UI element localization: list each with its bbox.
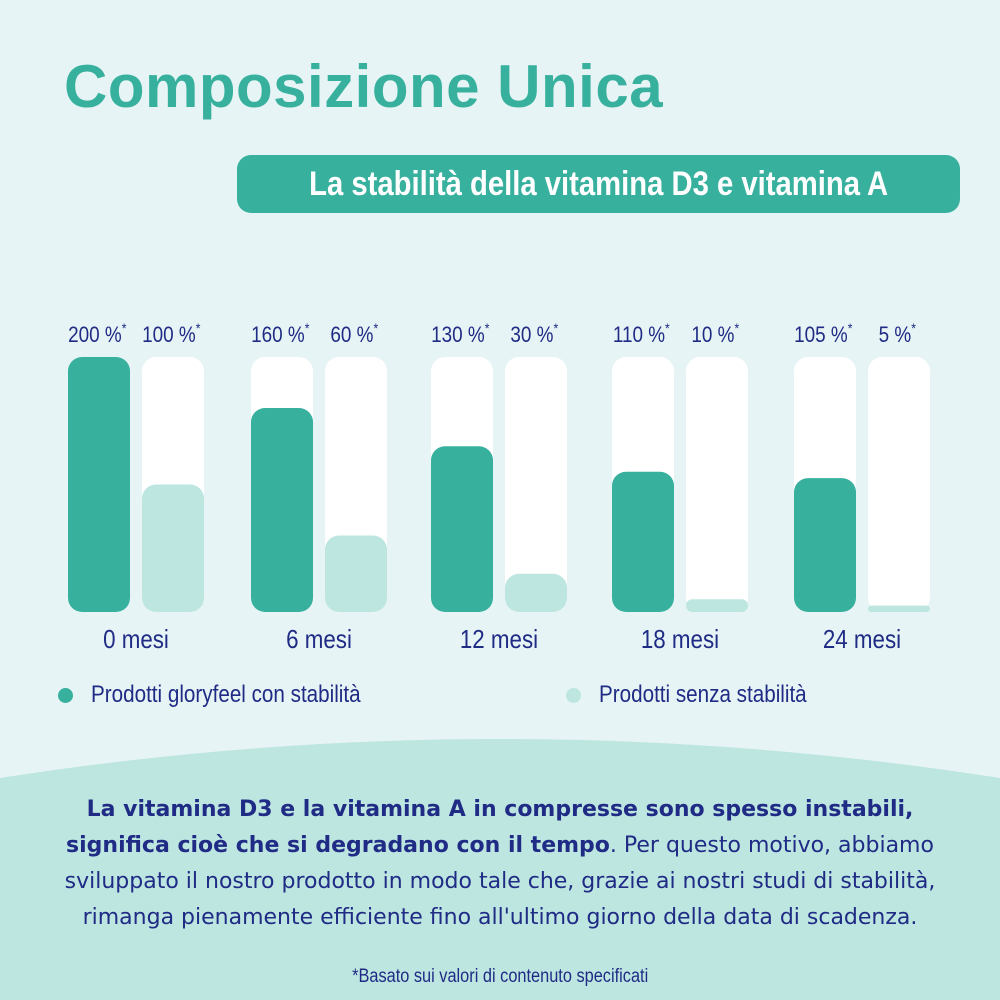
- category-label: 0 mesi: [103, 625, 169, 654]
- subtitle-text: La stabilità della vitamina D3 e vitamin…: [308, 165, 889, 203]
- bar-value-label: 105 %*: [794, 320, 852, 347]
- info-panel-background: [0, 739, 1000, 1000]
- bar-track: [868, 357, 930, 612]
- legend-label-stable: Prodotti gloryfeel con stabilità: [91, 681, 361, 708]
- bar-value-label: 200 %*: [68, 320, 126, 347]
- bar-value-label: 10 %*: [691, 320, 739, 347]
- bar-unstable: [505, 573, 567, 612]
- description-text: La vitamina D3 e la vitamina A in compre…: [40, 792, 960, 936]
- bar-unstable: [325, 535, 387, 612]
- info-panel: La vitamina D3 e la vitamina A in compre…: [0, 730, 1000, 1000]
- bar-unstable: [142, 484, 204, 612]
- legend-dot-unstable: [566, 687, 581, 703]
- bar-stable: [794, 478, 856, 612]
- category-label: 18 mesi: [641, 625, 719, 654]
- subtitle-banner: La stabilità della vitamina D3 e vitamin…: [237, 155, 960, 213]
- bar-stable: [251, 408, 313, 612]
- bar-value-label: 160 %*: [251, 320, 309, 347]
- bar-stable: [612, 471, 674, 612]
- bar-track: [686, 357, 748, 612]
- stability-bar-chart: 200 %* 100 %* 0 mesi 160 %* 60 %* 6 mesi 130 %…: [68, 320, 930, 654]
- bar-value-label: 5 %*: [879, 320, 916, 347]
- bar-value-label: 60 %*: [330, 320, 378, 347]
- footnote: *Basato sui valori di contenuto specific…: [0, 966, 1000, 988]
- legend-item-stable: Prodotti gloryfeel con stabilità: [58, 680, 405, 710]
- category-label: 12 mesi: [460, 625, 538, 654]
- bar-value-label: 110 %*: [613, 320, 670, 347]
- footnote-text: *Basato sui valori di contenuto specific…: [351, 966, 649, 987]
- legend-label-unstable: Prodotti senza stabilità: [599, 681, 807, 708]
- bar-value-label: 30 %*: [510, 320, 558, 347]
- description-bold: La vitamina D3 e la vitamina A in compre…: [66, 797, 914, 858]
- description-regular: . Per questo motivo, abbiamo sviluppato …: [64, 833, 936, 930]
- bar-unstable: [686, 599, 748, 612]
- bar-stable: [68, 357, 130, 612]
- legend-item-unstable: Prodotti senza stabilità: [566, 680, 840, 710]
- bar-track: [505, 357, 567, 612]
- category-label: 24 mesi: [823, 625, 901, 654]
- category-label: 6 mesi: [286, 625, 352, 654]
- legend-dot-stable: [58, 687, 73, 703]
- bar-unstable: [868, 605, 930, 612]
- bar-value-label: 100 %*: [142, 320, 200, 347]
- bar-value-label: 130 %*: [431, 320, 489, 347]
- page-title: Composizione Unica: [64, 53, 664, 120]
- bar-stable: [431, 446, 493, 612]
